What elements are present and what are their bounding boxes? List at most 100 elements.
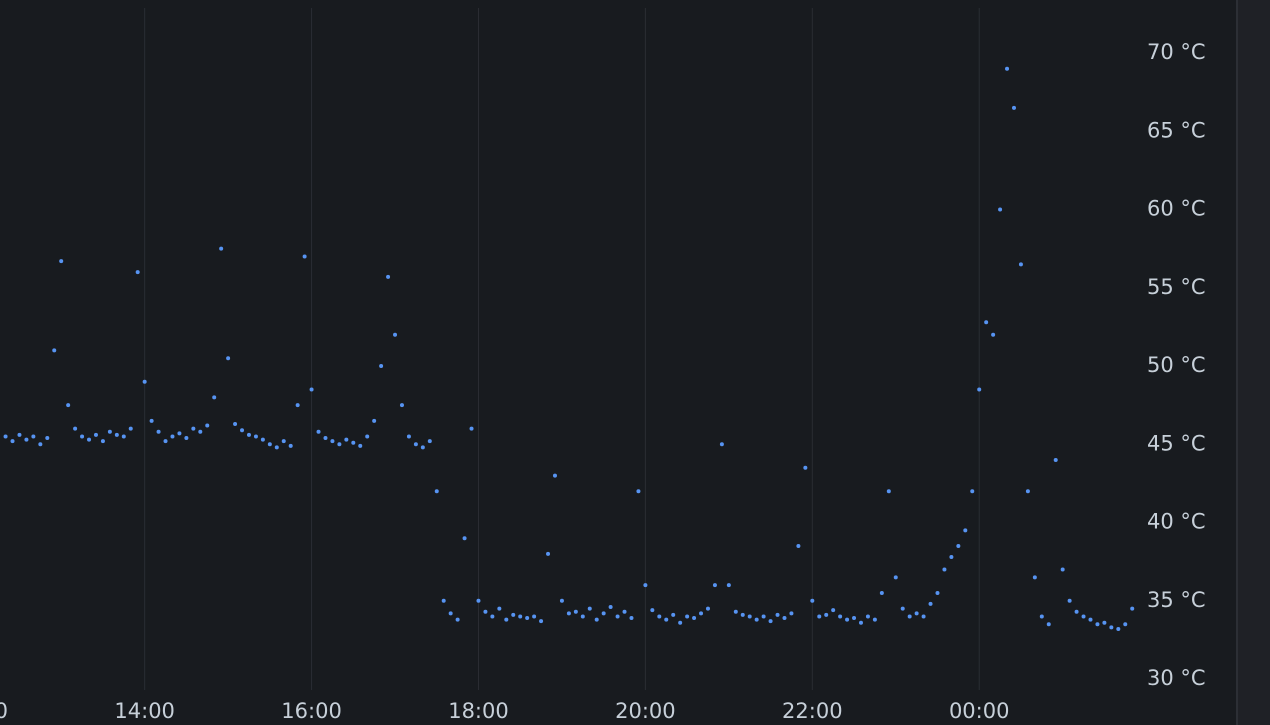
data-point [914,611,919,616]
data-point [358,443,363,448]
data-point [705,606,710,611]
data-point [810,598,815,603]
data-point [177,431,182,436]
data-point [497,606,502,611]
data-point [768,619,773,624]
data-point [685,614,690,619]
data-point [455,617,460,622]
data-point [587,606,592,611]
data-point [274,445,279,450]
data-point [504,617,509,622]
data-point [552,473,557,478]
data-point [643,583,648,588]
data-point [893,575,898,580]
data-point [546,551,551,556]
data-point [970,489,975,494]
data-point [761,614,766,619]
data-point [226,356,231,361]
x-tick-label: 14:00 [114,699,175,723]
data-point [476,598,481,603]
data-point [1081,614,1086,619]
data-point [622,609,627,614]
data-point [309,387,314,392]
data-point [344,437,349,442]
data-point [1032,575,1037,580]
data-point [539,619,544,624]
data-point [949,554,954,559]
y-tick-label: 30 °C [1147,666,1206,690]
data-point [233,421,238,426]
data-point [1116,626,1121,631]
data-point [956,544,961,549]
data-point [998,207,1003,212]
data-point [399,403,404,408]
data-point [608,605,613,610]
y-tick-label: 50 °C [1147,353,1206,377]
data-point [525,616,530,621]
data-point [747,614,752,619]
data-point [928,601,933,606]
data-point [1025,489,1030,494]
data-point [594,617,599,622]
data-point [107,429,112,434]
data-point [323,436,328,441]
data-point [260,437,265,442]
data-point [142,379,147,384]
data-point [580,614,585,619]
data-point [566,611,571,616]
data-point [1046,622,1051,627]
data-point [1067,598,1072,603]
data-point [184,436,189,441]
data-point [121,434,126,439]
data-point [434,489,439,494]
data-point [532,614,537,619]
x-tick-label: 12:00 [0,699,8,723]
data-point [719,442,724,447]
data-point [984,320,989,325]
data-point [1053,457,1058,462]
data-point [87,437,92,442]
x-tick-label: 18:00 [448,699,509,723]
data-point [52,348,57,353]
data-point [803,465,808,470]
data-point [886,489,891,494]
data-point [1123,622,1128,627]
y-tick-label: 60 °C [1147,197,1206,221]
data-point [900,606,905,611]
data-point [775,612,780,617]
data-point [1039,614,1044,619]
y-tick-label: 65 °C [1147,118,1206,142]
data-point [845,617,850,622]
data-point [754,617,759,622]
data-point [699,611,704,616]
data-point [246,432,251,437]
data-point [469,426,474,431]
data-point [100,439,105,444]
data-point [733,609,738,614]
y-tick-label: 55 °C [1147,275,1206,299]
data-point [692,616,697,621]
data-point [1018,262,1023,267]
data-point [650,608,655,613]
data-point [977,387,982,392]
data-point [991,332,996,337]
data-point [942,567,947,572]
data-point [740,612,745,617]
data-point [1074,609,1079,614]
x-tick-label: 00:00 [949,699,1010,723]
data-point [712,583,717,588]
data-point [406,434,411,439]
data-point [205,423,210,428]
data-point [1095,622,1100,627]
data-point [253,434,258,439]
data-point [288,443,293,448]
data-point [114,432,119,437]
x-tick-label: 22:00 [782,699,843,723]
data-point [573,609,578,614]
data-point [59,259,64,264]
data-point [413,442,418,447]
y-tick-label: 35 °C [1147,588,1206,612]
data-point [295,403,300,408]
x-tick-label: 20:00 [615,699,676,723]
data-point [149,418,154,423]
